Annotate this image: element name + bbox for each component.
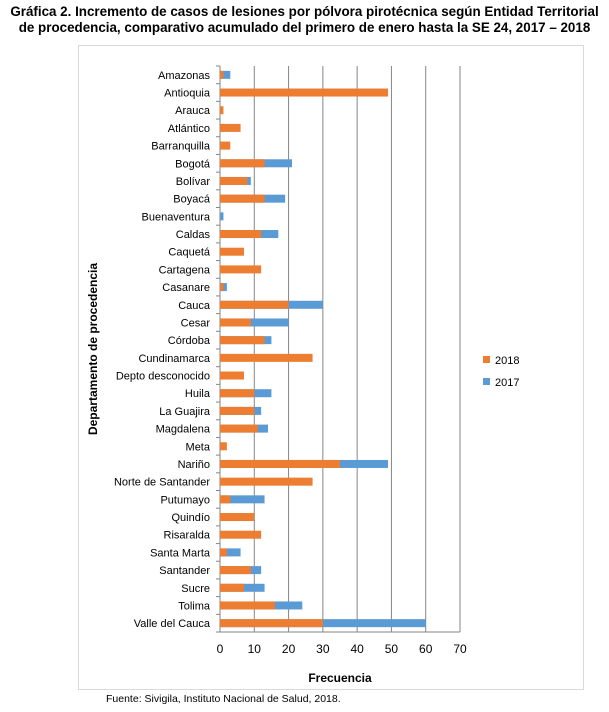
bar-2018 (220, 530, 262, 539)
bar-2018 (220, 88, 388, 97)
y-tick-label: Boyacá (173, 194, 211, 206)
legend-swatch-2018 (483, 356, 490, 363)
y-tick-label: Bolívar (176, 176, 211, 188)
y-tick-label: Caquetá (168, 247, 210, 259)
bar-2018 (220, 566, 251, 575)
bar-2017 (220, 70, 231, 79)
y-tick-label: Cesar (181, 317, 211, 329)
y-tick-label: Norte de Santander (114, 477, 210, 489)
bar-2018 (220, 513, 255, 522)
chart-title: Gráfica 2. Incremento de casos de lesion… (0, 4, 609, 36)
bar-2018 (220, 406, 255, 415)
y-tick-label: La Guajira (159, 406, 211, 418)
bar-2018 (220, 389, 255, 398)
y-tick-label: Valle del Cauca (134, 618, 211, 630)
bar-2018 (220, 336, 265, 345)
x-tick-label: 60 (419, 642, 433, 656)
y-tick-label: Risaralda (164, 530, 211, 542)
y-tick-label: Amazonas (158, 70, 210, 82)
y-tick-label: Arauca (175, 105, 211, 117)
y-tick-label: Antioquia (164, 88, 211, 100)
bar-2018 (220, 583, 244, 592)
y-tick-label: Córdoba (168, 335, 211, 347)
y-tick-label: Bogotá (175, 158, 211, 170)
x-axis-title: Frecuencia (308, 671, 372, 685)
chart-title-line1: Gráfica 2. Incremento de casos de lesion… (10, 4, 599, 19)
x-tick-label: 10 (248, 642, 262, 656)
bar-2018 (220, 495, 231, 504)
y-tick-label: Casanare (162, 282, 210, 294)
y-tick-label: Buenaventura (142, 211, 211, 223)
bar-2018 (220, 176, 248, 185)
y-axis-title: Departamento de procedencia (86, 263, 100, 435)
bar-2018 (220, 283, 224, 292)
source-note: Fuente: Sivigila, Instituto Nacional de … (106, 693, 341, 705)
chart-title-line2: de procedencia, comparativo acumulado de… (18, 20, 591, 35)
y-tick-label: Putumayo (160, 494, 210, 506)
bar-2018 (220, 353, 313, 362)
bar-2018 (220, 159, 265, 168)
bar-2018 (220, 371, 244, 380)
bar-2017 (220, 548, 241, 557)
y-tick-label: Quindío (171, 512, 210, 524)
chart-frame (78, 45, 584, 690)
y-tick-label: Nariño (178, 459, 210, 471)
x-tick-label: 30 (316, 642, 330, 656)
bar-2017 (220, 495, 265, 504)
bar-2018 (220, 318, 251, 327)
y-tick-label: Atlántico (168, 123, 210, 135)
x-tick-label: 0 (217, 642, 224, 656)
y-tick-label: Cauca (178, 300, 211, 312)
bar-2017 (220, 212, 224, 221)
x-tick-label: 40 (350, 642, 364, 656)
x-tick-label: 50 (385, 642, 399, 656)
bar-2018 (220, 424, 258, 433)
bar-2018 (220, 619, 323, 628)
y-tick-label: Cartagena (159, 264, 211, 276)
bar-2018 (220, 141, 231, 150)
y-tick-label: Sucre (181, 583, 210, 595)
bar-2018 (220, 70, 224, 79)
bar-2018 (220, 601, 275, 610)
bar-2018 (220, 459, 340, 468)
y-tick-label: Santa Marta (150, 547, 211, 559)
bar-2018 (220, 194, 265, 203)
y-tick-label: Cundinamarca (138, 353, 210, 365)
x-tick-label: 70 (453, 642, 467, 656)
legend-swatch-2017 (483, 378, 490, 385)
bar-2018 (220, 106, 224, 115)
bar-2018 (220, 123, 241, 132)
bar-2018 (220, 477, 313, 486)
y-tick-label: Barranquilla (151, 141, 211, 153)
bar-2017 (220, 318, 289, 327)
y-tick-label: Caldas (176, 229, 211, 241)
bar-2018 (220, 442, 227, 451)
y-tick-label: Meta (186, 441, 211, 453)
bar-2018 (220, 265, 262, 274)
bar-2018 (220, 300, 289, 309)
legend-label-2018: 2018 (495, 355, 519, 367)
y-tick-label: Santander (159, 565, 210, 577)
bar-2018 (220, 247, 244, 256)
y-tick-label: Tolima (178, 600, 211, 612)
bar-2018 (220, 548, 227, 557)
legend-label-2017: 2017 (495, 377, 519, 389)
x-tick-label: 20 (282, 642, 296, 656)
bar-2018 (220, 230, 262, 239)
y-tick-label: Depto desconocido (116, 371, 210, 383)
y-tick-label: Magdalena (156, 424, 211, 436)
y-tick-label: Huila (185, 388, 211, 400)
